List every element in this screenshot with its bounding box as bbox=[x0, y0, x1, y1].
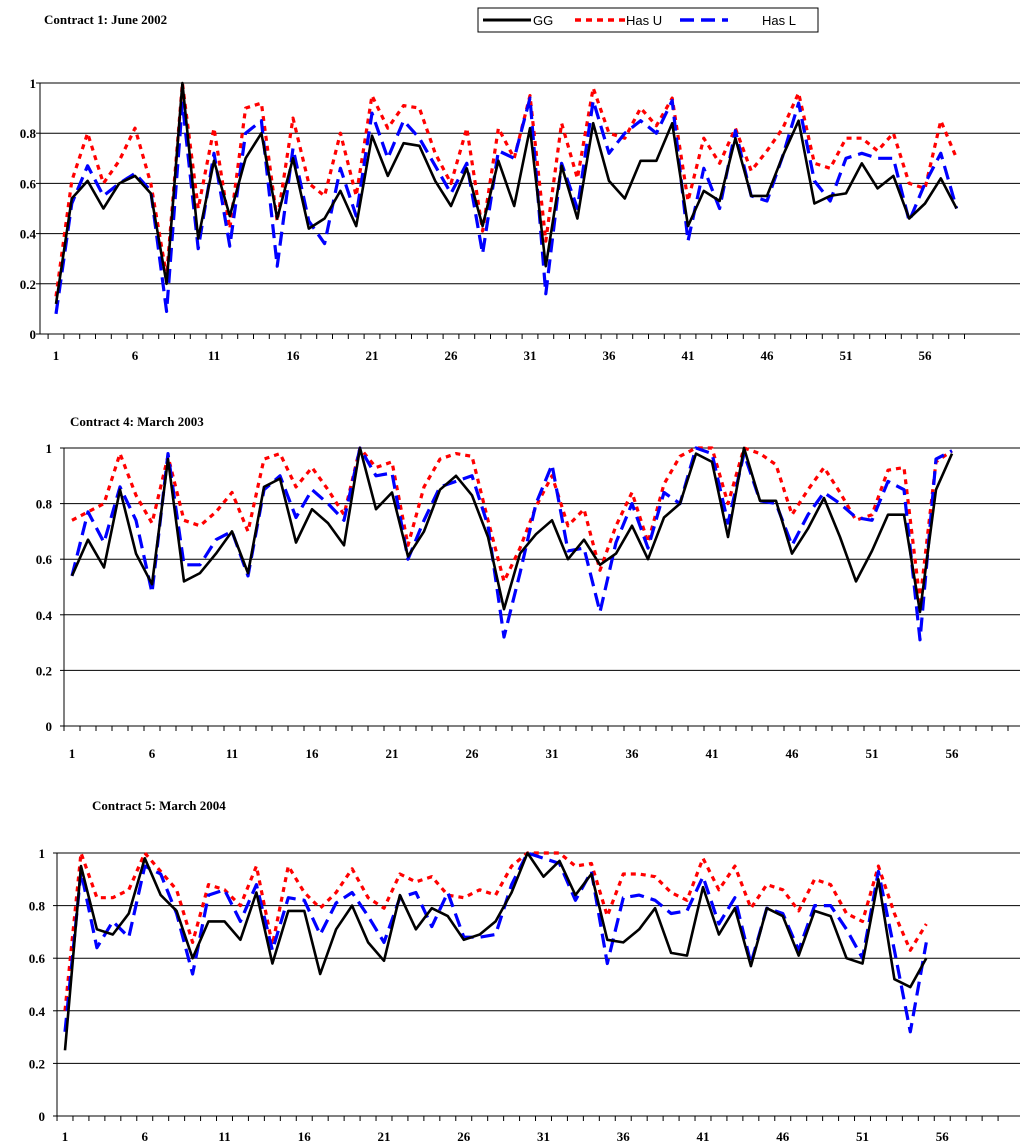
x-tick-label: 26 bbox=[445, 348, 459, 363]
x-tick-label: 21 bbox=[386, 746, 399, 761]
y-tick-label: 1 bbox=[46, 441, 53, 456]
x-tick-label: 51 bbox=[856, 1129, 869, 1144]
x-tick-label: 11 bbox=[218, 1129, 230, 1144]
x-tick-label: 56 bbox=[946, 746, 960, 761]
x-tick-label: 21 bbox=[366, 348, 379, 363]
legend-box bbox=[477, 7, 819, 33]
series-line-has-l bbox=[54, 96, 959, 315]
x-tick-label: 6 bbox=[149, 746, 156, 761]
x-tick-label: 36 bbox=[626, 746, 640, 761]
y-tick-label: 0.4 bbox=[29, 1004, 46, 1019]
x-tick-label: 41 bbox=[697, 1129, 710, 1144]
x-tick-label: 26 bbox=[457, 1129, 471, 1144]
y-tick-label: 0.2 bbox=[29, 1056, 45, 1071]
chart-title-2: Contract 4: March 2003 bbox=[70, 414, 204, 429]
y-tick-label: 0.6 bbox=[20, 176, 37, 191]
x-tick-label: 41 bbox=[706, 746, 719, 761]
x-tick-label: 56 bbox=[936, 1129, 950, 1144]
y-tick-label: 0.8 bbox=[20, 126, 37, 141]
x-tick-label: 16 bbox=[287, 348, 301, 363]
y-tick-label: 0.8 bbox=[29, 899, 46, 914]
series-line-has-u bbox=[63, 851, 928, 1011]
y-tick-label: 0 bbox=[46, 719, 53, 734]
x-tick-label: 51 bbox=[840, 348, 853, 363]
chart-panel-contract-4: 00.20.40.60.811 6 11 16 21 26 31 36 41 46 51 56 bbox=[36, 441, 1020, 761]
y-tick-label: 0.4 bbox=[20, 227, 37, 242]
x-tick-label: 1 bbox=[62, 1129, 69, 1144]
series-line-has-l bbox=[70, 446, 953, 642]
y-tick-label: 1 bbox=[39, 846, 46, 861]
y-tick-label: 0.2 bbox=[20, 277, 36, 292]
x-tick-label: 36 bbox=[617, 1129, 631, 1144]
legend-label-has-u: Has U bbox=[626, 13, 662, 28]
x-tick-label: 46 bbox=[786, 746, 800, 761]
chart-title-1: Contract 1: June 2002 bbox=[44, 12, 167, 27]
series-line-has-l bbox=[63, 851, 928, 1034]
x-tick-label: 16 bbox=[306, 746, 320, 761]
x-tick-label: 1 bbox=[69, 746, 76, 761]
y-tick-label: 0.8 bbox=[36, 497, 53, 512]
x-tick-label: 26 bbox=[466, 746, 480, 761]
x-tick-label: 46 bbox=[776, 1129, 790, 1144]
x-tick-label: 6 bbox=[132, 348, 139, 363]
series-line-gg bbox=[63, 851, 928, 1051]
y-tick-label: 0.2 bbox=[36, 663, 52, 678]
series-line-gg bbox=[54, 81, 958, 305]
x-tick-label: 51 bbox=[866, 746, 879, 761]
x-tick-label: 31 bbox=[537, 1129, 550, 1144]
y-tick-label: 0.6 bbox=[36, 552, 53, 567]
x-tick-label: 31 bbox=[546, 746, 559, 761]
legend-label-gg: GG bbox=[533, 13, 553, 28]
x-tick-label: 6 bbox=[142, 1129, 149, 1144]
legend-label-has-l: Has L bbox=[762, 13, 796, 28]
series-line-gg bbox=[70, 446, 954, 614]
y-tick-label: 1 bbox=[30, 76, 37, 91]
chart-title-3: Contract 5: March 2004 bbox=[92, 798, 226, 813]
x-tick-label: 16 bbox=[298, 1129, 312, 1144]
x-tick-label: 21 bbox=[378, 1129, 391, 1144]
series-line-has-u bbox=[54, 81, 959, 297]
y-tick-label: 0 bbox=[39, 1109, 46, 1124]
x-tick-label: 36 bbox=[603, 348, 617, 363]
x-tick-label: 31 bbox=[524, 348, 537, 363]
series-line-has-u bbox=[71, 446, 953, 603]
chart-panel-contract-5: 00.20.40.60.811 6 11 16 21 26 31 36 41 46 51 56 bbox=[29, 846, 1020, 1144]
chart-panel-contract-1: 00.20.40.60.811 6 11 16 21 26 31 36 41 46 51 56 bbox=[20, 76, 1020, 363]
y-tick-label: 0.6 bbox=[29, 951, 46, 966]
x-tick-label: 1 bbox=[53, 348, 60, 363]
y-tick-label: 0 bbox=[30, 327, 37, 342]
x-tick-label: 41 bbox=[682, 348, 695, 363]
legend: GG Has U Has L bbox=[477, 7, 819, 33]
x-tick-label: 11 bbox=[208, 348, 220, 363]
x-tick-label: 56 bbox=[919, 348, 933, 363]
x-tick-label: 11 bbox=[226, 746, 238, 761]
y-tick-label: 0.4 bbox=[36, 608, 53, 623]
x-tick-label: 46 bbox=[761, 348, 775, 363]
